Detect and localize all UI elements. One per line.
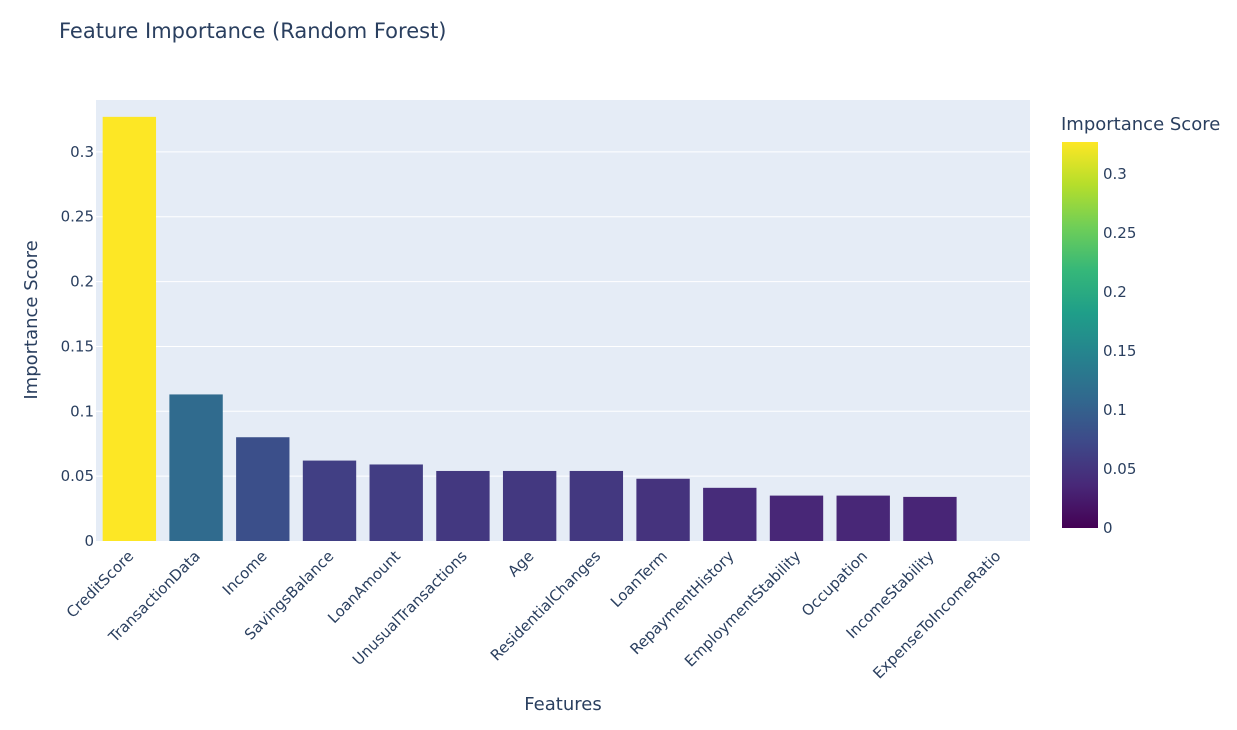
y-tick-label: 0.15 xyxy=(61,337,94,355)
y-tick-label: 0.1 xyxy=(70,402,94,420)
y-tick-label: 0 xyxy=(84,532,94,550)
bar xyxy=(703,487,757,541)
bar xyxy=(903,496,957,541)
colorbar-tick-labels: 0 0.05 0.1 0.15 0.2 0.25 0.3 xyxy=(1103,165,1136,537)
bar xyxy=(302,460,357,541)
x-tick-label: Occupation xyxy=(798,547,871,620)
x-tick-label: UnusualTransactions xyxy=(349,547,471,669)
y-tick-label: 0.2 xyxy=(70,273,94,291)
x-tick-label: EmploymentStability xyxy=(681,547,804,670)
bar xyxy=(502,470,557,541)
colorbar-gradient xyxy=(1062,142,1098,528)
colorbar-tick-label: 0.3 xyxy=(1103,165,1127,183)
x-tick-label: CreditScore xyxy=(63,547,137,621)
y-tick-label: 0.25 xyxy=(61,208,94,226)
colorbar-tick-label: 0.2 xyxy=(1103,283,1127,301)
colorbar-tick-label: 0.25 xyxy=(1103,224,1136,242)
colorbar-tick-label: 0.15 xyxy=(1103,342,1136,360)
bar xyxy=(836,495,890,541)
y-axis-title: Importance Score xyxy=(21,240,42,399)
bar xyxy=(169,394,223,541)
y-tick-label: 0.3 xyxy=(70,143,94,161)
bar xyxy=(769,495,824,541)
bar xyxy=(102,116,157,542)
x-tick-label: ResidentialChanges xyxy=(487,547,604,664)
chart-title: Feature Importance (Random Forest) xyxy=(59,19,447,43)
x-tick-label: Age xyxy=(504,547,537,580)
bar xyxy=(369,464,423,541)
x-axis-title: Features xyxy=(524,694,601,715)
colorbar-tick-label: 0.1 xyxy=(1103,401,1127,419)
colorbar-tick-label: 0.05 xyxy=(1103,460,1136,478)
bar xyxy=(636,478,690,541)
colorbar-tick-label: 0 xyxy=(1103,519,1113,537)
y-tick-labels: 0 0.05 0.1 0.15 0.2 0.25 0.3 xyxy=(61,143,94,550)
x-tick-label: ExpenseToIncomeRatio xyxy=(869,547,1004,682)
bar xyxy=(436,470,490,541)
colorbar-title: Importance Score xyxy=(1061,114,1220,135)
bar xyxy=(236,437,290,541)
y-tick-label: 0.05 xyxy=(61,467,94,485)
bar xyxy=(569,470,624,541)
x-tick-label: LoanTerm xyxy=(607,547,671,611)
x-tick-label: Income xyxy=(219,547,271,599)
bars xyxy=(102,116,957,542)
colorbar: Importance Score 0 0.05 0.1 0.15 0.2 0.25 0.3 xyxy=(1061,114,1220,537)
